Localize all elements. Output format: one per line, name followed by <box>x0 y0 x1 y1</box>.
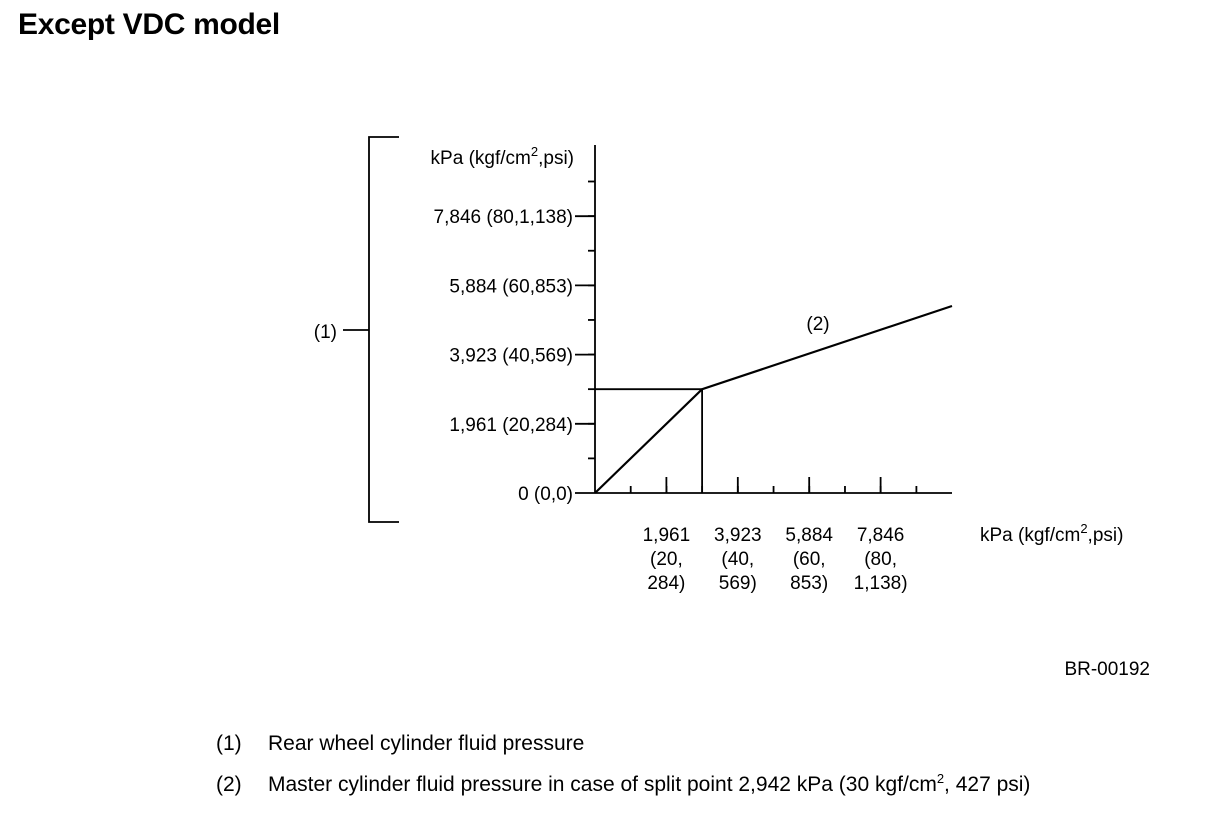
x-tick-label: 1,961 (20, 284) <box>643 525 691 594</box>
x-tick-label-line: (80, <box>864 549 897 570</box>
axis-label-suffix: ,psi) <box>538 148 574 169</box>
x-tick-label-line: 3,923 <box>714 525 762 546</box>
page-title: Except VDC model <box>18 8 280 41</box>
axis-label-superscript: 2 <box>1080 521 1087 536</box>
y-axis-bracket <box>343 136 399 523</box>
series-line <box>594 304 953 494</box>
ticks <box>575 180 918 494</box>
legend-number: (1) <box>216 732 242 755</box>
x-tick-label-line: 569) <box>719 573 757 594</box>
x-tick-label-line: 284) <box>647 573 685 594</box>
axis-label-text: kPa (kgf/cm <box>431 148 531 169</box>
y-tick-label: 0 (0,0) <box>518 484 573 505</box>
figure-code: BR-00192 <box>1064 659 1150 680</box>
series <box>594 304 953 494</box>
legend-text-suffix: , 427 psi) <box>944 773 1031 796</box>
y-axis-label: kPa (kgf/cm2,psi) <box>431 144 574 169</box>
x-tick-label-line: 1,138) <box>854 573 908 594</box>
axis-label-text: kPa (kgf/cm <box>980 525 1080 546</box>
x-tick-label-line: (60, <box>793 549 826 570</box>
labels: (1)0 (0,0)1,961 (20,284)3,923 (40,569)5,… <box>314 144 1150 680</box>
axis-label-superscript: 2 <box>531 144 538 159</box>
series-label-2: (2) <box>806 314 829 335</box>
legend-superscript: 2 <box>936 771 945 786</box>
legend-number: (2) <box>216 773 242 796</box>
x-axis-label: kPa (kgf/cm2,psi) <box>980 521 1123 546</box>
legend-text: Master cylinder fluid pressure in case o… <box>268 773 937 796</box>
axis-label-suffix: ,psi) <box>1088 525 1124 546</box>
x-tick-label: 5,884 (60, 853) <box>785 525 833 594</box>
legend-item-1: (1) Rear wheel cylinder fluid pressure <box>216 732 584 756</box>
x-tick-label-line: 853) <box>790 573 828 594</box>
bracket-line <box>368 136 399 523</box>
callout-label-1: (1) <box>314 322 337 343</box>
y-tick-label: 3,923 (40,569) <box>449 346 573 367</box>
x-tick-label: 7,846 (80, 1,138) <box>854 525 908 594</box>
x-tick-label-line: (20, <box>650 549 683 570</box>
legend-item-2: (2) Master cylinder fluid pressure in cas… <box>216 771 1031 797</box>
y-tick-label: 1,961 (20,284) <box>449 415 573 436</box>
x-tick-label-line: 1,961 <box>643 525 691 546</box>
x-tick-label-line: 5,884 <box>785 525 833 546</box>
x-tick-label: 3,923 (40, 569) <box>714 525 762 594</box>
x-tick-label-line: (40, <box>721 549 754 570</box>
y-tick-label: 5,884 (60,853) <box>449 276 573 297</box>
x-tick-label-line: 7,846 <box>857 525 905 546</box>
y-tick-label: 7,846 (80,1,138) <box>434 207 573 228</box>
legend-text: Rear wheel cylinder fluid pressure <box>268 732 585 755</box>
